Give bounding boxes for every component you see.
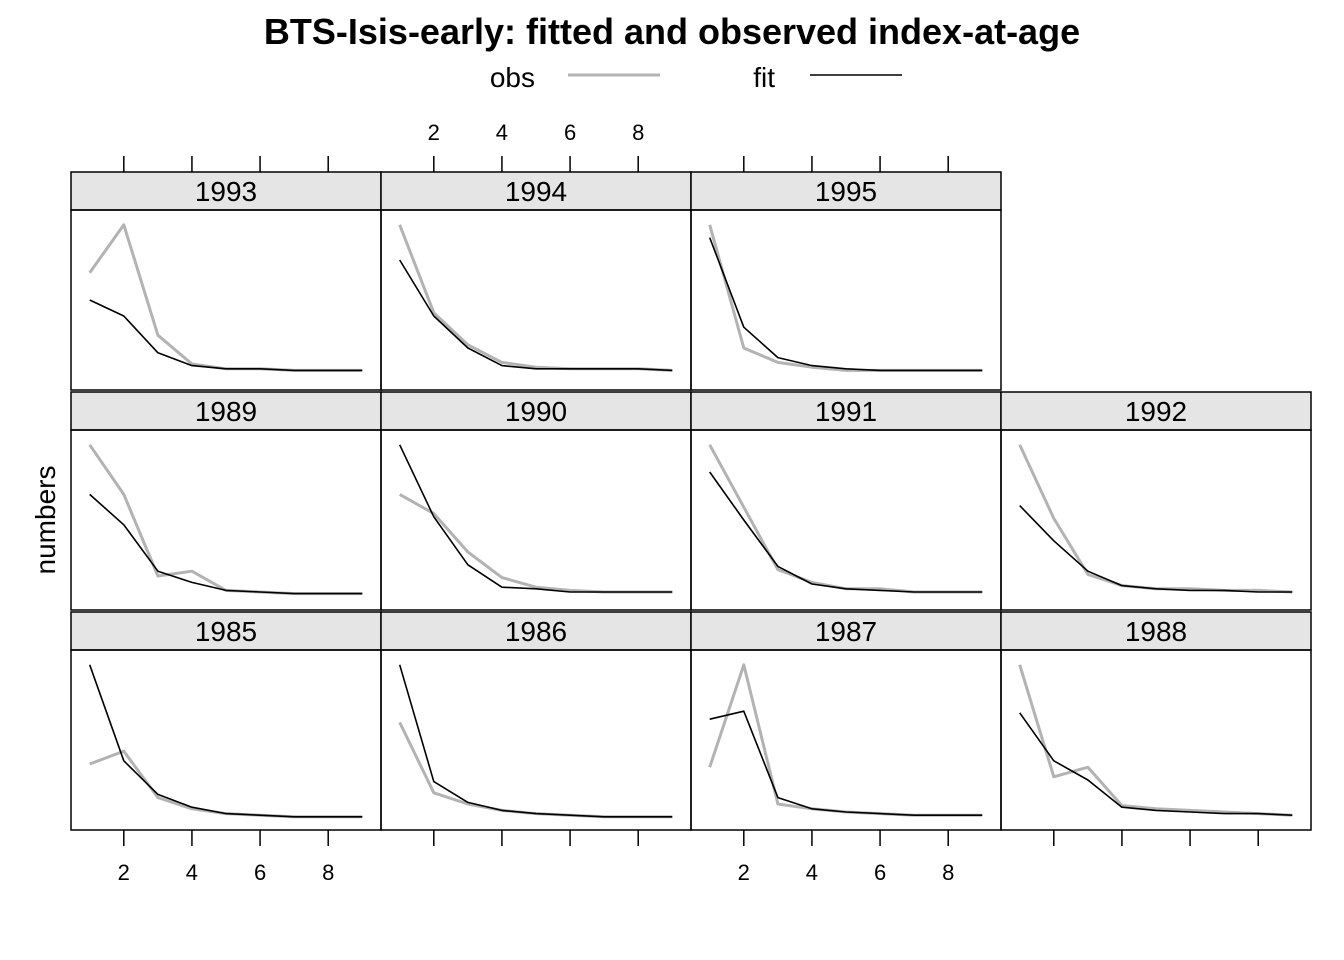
panel-1991: 1991 [690,391,1002,611]
chart-title: BTS-Isis-early: fitted and observed inde… [264,11,1080,52]
panel-1990: 1990 [380,391,692,611]
x-tick-label-top: 2 [428,120,440,145]
obs-line-1991 [708,444,983,594]
obs-line-1990 [398,493,673,594]
fit-line-1988 [1019,712,1293,816]
panels-group: 1985 1986 1987 1988 1989 1990 1991 1992 1993 1994… [70,171,1312,831]
panel-strip [690,171,1002,211]
panel-1992: 1992 [1000,391,1312,611]
fit-line-1991 [709,471,983,593]
obs-line-1992 [1018,444,1293,594]
obs-line-1986 [398,721,673,819]
fit-line-1994 [399,259,673,372]
panel-strip-label: 1990 [505,396,567,427]
x-tick-label-bottom: 8 [942,860,954,885]
panel-strip-label: 1994 [505,176,567,207]
panel-strip-label: 1985 [195,616,257,647]
x-tick-label-bottom: 2 [738,860,750,885]
panel-frame [70,649,382,831]
x-tick-label-bottom: 2 [118,860,130,885]
panel-frame [690,209,1002,391]
fit-line-1993 [89,299,363,372]
x-tick-label-bottom: 6 [254,860,266,885]
obs-line-1995 [708,224,983,372]
legend-label-obs: obs [490,62,535,93]
obs-line-1993 [88,223,363,372]
legend-label-fit: fit [753,62,775,93]
panel-1985: 1985 [70,611,382,831]
obs-line-1987 [708,663,983,817]
fit-line-1995 [708,237,983,372]
panel-strip-label: 1993 [195,176,257,207]
fit-line-1989 [89,493,363,595]
fit-line-1985 [88,664,363,818]
panel-frame [690,429,1002,611]
obs-line-1989 [88,443,363,596]
panel-strip-label: 1986 [505,616,567,647]
panel-strip-label: 1987 [815,616,877,647]
panel-frame [70,209,382,391]
x-tick-label-top: 6 [564,120,576,145]
panel-1986: 1986 [380,611,692,831]
panel-strip-label: 1992 [1125,396,1187,427]
axes-group: 2 4 6 8 2 4 6 8 2 4 6 8 [118,120,1259,885]
panel-strip-label: 1989 [195,396,257,427]
obs-line-1985 [89,749,363,819]
x-tick-label-top: 4 [496,120,508,145]
fit-line-1990 [398,444,673,593]
x-tick-label-bottom: 4 [186,860,198,885]
panel-1988: 1988 [1000,611,1312,831]
fit-line-1986 [398,664,673,818]
y-axis-label: numbers [30,466,61,575]
obs-line-1988 [1018,664,1293,817]
legend: obs fit [490,62,902,93]
panel-1995: 1995 [690,171,1002,391]
panel-strip [70,171,382,211]
panel-strip [690,611,1002,651]
panel-frame [690,649,1002,831]
x-tick-label-bottom: 8 [322,860,334,885]
panel-1994: 1994 [380,171,692,391]
panel-1993: 1993 [70,171,382,391]
panel-strip [380,171,692,211]
panel-frame [380,649,692,831]
x-tick-label-bottom: 4 [806,860,818,885]
fit-line-1992 [1019,505,1293,593]
panel-frame [380,429,692,611]
x-tick-label-top: 8 [632,120,644,145]
panel-1989: 1989 [70,391,382,611]
panel-frame [1000,429,1312,611]
panel-strip-label: 1988 [1125,616,1187,647]
panel-strip-label: 1991 [815,396,877,427]
obs-line-1994 [398,224,673,372]
panel-1987: 1987 [690,611,1002,831]
panel-strip-label: 1995 [815,176,877,207]
panel-strip [380,611,692,651]
panel-strip [70,611,382,651]
fit-line-1987 [709,710,983,817]
x-tick-label-bottom: 6 [874,860,886,885]
panel-strip [1000,391,1312,431]
panel-frame [1000,649,1312,831]
